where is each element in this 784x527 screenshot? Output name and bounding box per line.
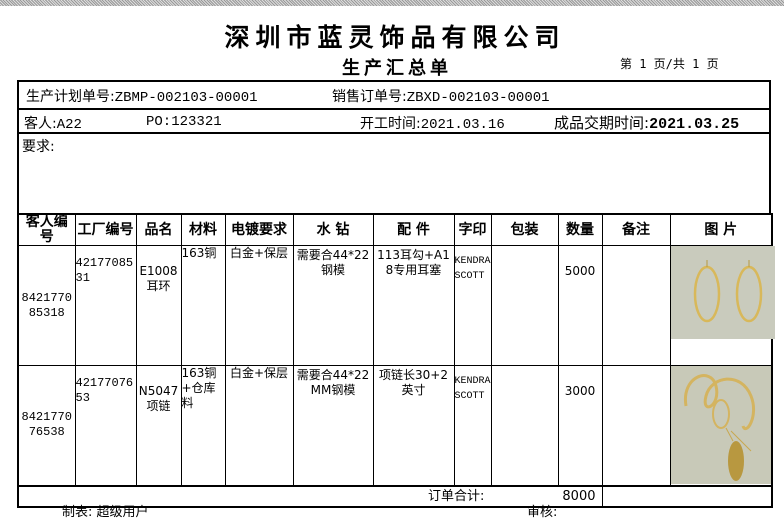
production-table: 客人编号 工厂编号 品名 材料 电镀要求 水 钻 配 件 字印 包装 数量 备注… [17, 213, 775, 508]
table-row: 842177085318 4217708531 E1008耳环 163铜 白金+… [17, 245, 775, 366]
document-title: 生产汇总单 [342, 58, 452, 79]
cell-material: 163铜+仓库料 [180, 365, 226, 486]
cell-factory-no: 4217708531 [74, 245, 137, 366]
cell-qty: 3000 [557, 365, 603, 486]
col-plating: 电镀要求 [224, 213, 294, 246]
delivery-label: 成品交期时间: [554, 114, 650, 132]
col-factory-no: 工厂编号 [74, 213, 137, 246]
maker: 制表: 超级用户 [62, 501, 149, 520]
cell-stone: 需要合44*22MM钢模 [292, 365, 374, 486]
table-row: 842177076538 4217707653 N5047项链 163铜+仓库料… [17, 365, 773, 486]
total-value: 8000 [562, 488, 596, 504]
cell-factory-no: 4217707653 [74, 365, 137, 486]
cell-customer-no: 842177085318 [17, 245, 76, 366]
sales-no: 销售订单号:ZBXD-002103-00001 [332, 86, 550, 106]
customer-label: 客人: [24, 116, 57, 132]
cell-customer-no: 842177076538 [17, 365, 76, 486]
col-qty: 数量 [557, 213, 603, 246]
cell-remark [601, 365, 671, 486]
earrings-photo [670, 246, 775, 339]
plan-no-value: ZBMP-002103-00001 [114, 90, 258, 106]
cell-qty: 5000 [557, 245, 603, 366]
cell-parts: 113耳勾+A18专用耳塞 [372, 245, 455, 366]
cell-parts: 项链长30+2英寸 [372, 365, 455, 486]
cell-material: 163铜 [180, 245, 226, 366]
col-parts: 配 件 [372, 213, 455, 246]
cell-stamp: KENDRA SCOTT [453, 365, 492, 486]
col-stone: 水 钻 [292, 213, 374, 246]
customer: 客人:A22 [24, 113, 82, 133]
company-name: 深圳市蓝灵饰品有限公司 [224, 23, 566, 52]
cell-stone: 需要合44*22钢模 [292, 245, 374, 366]
total-row: 订单合计: 8000 [17, 484, 773, 508]
total-label: 订单合计: [428, 488, 485, 504]
order-info-box [17, 80, 771, 214]
window-top-edge [0, 0, 784, 6]
cell-packing [490, 245, 559, 366]
page-info: 第 1 页/共 1 页 [620, 57, 719, 71]
po: PO:123321 [146, 113, 222, 130]
start-time: 开工时间:2021.03.16 [360, 113, 505, 133]
review-label: 审核: [527, 505, 558, 520]
col-customer-no: 客人编号 [17, 213, 76, 246]
col-stamp: 字印 [453, 213, 492, 246]
col-remark: 备注 [601, 213, 671, 246]
requirements-label: 要求: [22, 139, 55, 155]
po-label: PO: [146, 114, 172, 130]
delivery-value: 2021.03.25 [649, 116, 740, 133]
cell-packing [490, 365, 559, 486]
cell-name: N5047项链 [135, 365, 182, 486]
cell-stamp: KENDRA SCOTT [453, 245, 492, 366]
start-label: 开工时间: [360, 116, 421, 132]
sales-no-value: ZBXD-002103-00001 [406, 90, 550, 106]
cell-name: E1008耳环 [135, 245, 182, 366]
maker-label: 制表: [62, 505, 93, 520]
customer-value: A22 [56, 117, 82, 133]
maker-value: 超级用户 [96, 505, 149, 520]
col-image: 图 片 [669, 213, 773, 246]
cell-plating: 白金+保层 [224, 245, 294, 366]
total-empty [601, 484, 773, 508]
table-header: 客人编号 工厂编号 品名 材料 电镀要求 水 钻 配 件 字印 包装 数量 备注… [17, 213, 773, 246]
sales-no-label: 销售订单号: [332, 89, 407, 105]
divider [17, 132, 771, 134]
cell-remark [601, 245, 671, 366]
delivery-time: 成品交期时间:2021.03.25 [554, 112, 739, 133]
plan-no: 生产计划单号:ZBMP-002103-00001 [26, 86, 258, 106]
col-name: 品名 [135, 213, 182, 246]
po-value: 123321 [171, 114, 222, 130]
plan-no-label: 生产计划单号: [26, 89, 115, 105]
divider [17, 108, 771, 110]
total-cell: 订单合计: 8000 [17, 484, 603, 508]
col-packing: 包装 [490, 213, 559, 246]
start-value: 2021.03.16 [420, 117, 505, 133]
necklace-photo [670, 366, 771, 484]
cell-image [669, 245, 775, 366]
col-material: 材料 [180, 213, 226, 246]
cell-plating: 白金+保层 [224, 365, 294, 486]
cell-image [669, 365, 773, 486]
